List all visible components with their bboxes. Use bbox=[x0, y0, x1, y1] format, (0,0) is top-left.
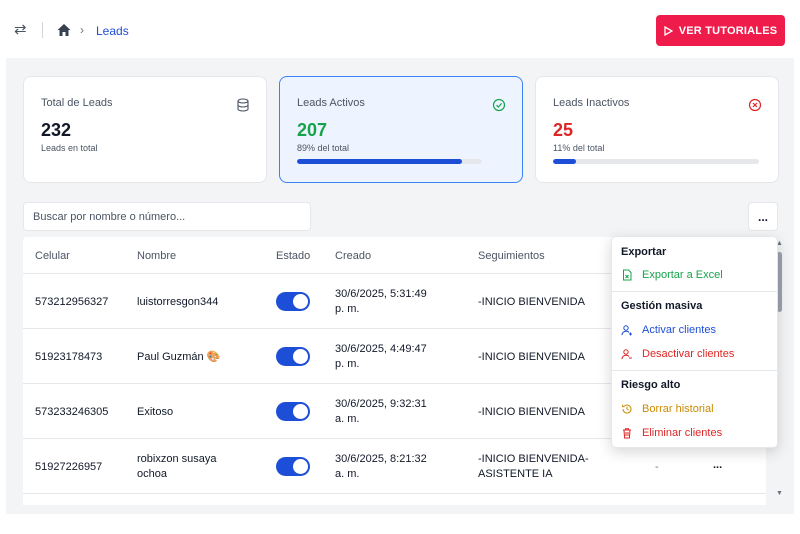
search-input[interactable] bbox=[23, 202, 311, 231]
scroll-down-icon[interactable]: ▼ bbox=[776, 490, 783, 497]
cell-seguimientos-line2: ASISTENTE IA bbox=[478, 468, 553, 480]
status-toggle[interactable] bbox=[276, 292, 310, 311]
card-subtitle: 89% del total bbox=[297, 143, 350, 153]
menu-item-clear-history[interactable]: Borrar historial bbox=[621, 403, 714, 415]
bottom-strip bbox=[0, 514, 800, 534]
top-bar: ⇄ › Leads VER TUTORIALES bbox=[0, 0, 800, 58]
cell-creado-suffix: p. m. bbox=[335, 303, 360, 315]
cell-celular: 573212956327 bbox=[35, 296, 109, 308]
card-title: Leads Inactivos bbox=[553, 97, 630, 109]
menu-section-bulk: Gestión masiva bbox=[621, 300, 703, 312]
tutorials-button-label: VER TUTORIALES bbox=[678, 24, 778, 37]
card-subtitle: Leads en total bbox=[41, 143, 98, 153]
table-header: Celular Nombre Estado Creado Seguimiento… bbox=[23, 237, 766, 274]
menu-item-label: Eliminar clientes bbox=[642, 427, 723, 439]
excel-file-icon bbox=[623, 269, 632, 281]
cell-nombre: Exitoso bbox=[137, 406, 174, 418]
cell-seguimientos: -INICIO BIENVENIDA bbox=[478, 351, 585, 363]
progress-fill bbox=[553, 159, 576, 164]
scrollbar-thumb[interactable] bbox=[777, 252, 782, 312]
trash-icon bbox=[623, 428, 631, 439]
progress-fill bbox=[297, 159, 462, 164]
menu-item-label: Exportar a Excel bbox=[642, 269, 723, 281]
menu-item-label: Desactivar clientes bbox=[642, 348, 735, 360]
column-header-celular[interactable]: Celular bbox=[35, 250, 70, 262]
card-title: Leads Activos bbox=[297, 97, 365, 109]
cell-celular: 51927226957 bbox=[35, 461, 103, 473]
tutorials-button[interactable]: VER TUTORIALES bbox=[656, 15, 785, 46]
table-row[interactable]: 51927226957 robixzon susaya ochoa 30/6/2… bbox=[23, 439, 766, 494]
cell-extra: - bbox=[655, 461, 659, 473]
cell-seguimientos: -INICIO BIENVENIDA- bbox=[478, 453, 589, 465]
table-row[interactable]: 573233246305 Exitoso 30/6/2025, 9:32:31 … bbox=[23, 384, 766, 439]
card-value: 25 bbox=[553, 120, 574, 140]
swap-arrows-icon[interactable]: ⇄ bbox=[14, 21, 27, 38]
row-more-button[interactable]: ... bbox=[713, 459, 723, 471]
cell-seguimientos: -INICIO BIENVENIDA bbox=[478, 406, 585, 418]
toggle-knob bbox=[293, 349, 308, 364]
scrollbar-track[interactable] bbox=[775, 238, 783, 502]
cell-creado-suffix: p. m. bbox=[335, 358, 360, 370]
check-circle-icon bbox=[492, 98, 506, 112]
more-options-button[interactable]: ... bbox=[748, 202, 778, 231]
menu-divider bbox=[612, 370, 777, 371]
status-toggle[interactable] bbox=[276, 347, 310, 366]
menu-item-label: Activar clientes bbox=[642, 324, 716, 336]
toggle-knob bbox=[293, 294, 308, 309]
card-total-leads: Total de Leads 232 Leads en total bbox=[23, 76, 267, 183]
card-subtitle: 11% del total bbox=[553, 143, 605, 153]
column-header-creado[interactable]: Creado bbox=[335, 250, 372, 262]
database-icon bbox=[237, 98, 249, 112]
chevron-right-icon: › bbox=[80, 23, 84, 37]
cell-creado: 30/6/2025, 5:31:49 bbox=[335, 288, 427, 300]
toggle-knob bbox=[293, 459, 308, 474]
status-toggle[interactable] bbox=[276, 402, 310, 421]
progress-bar bbox=[297, 159, 482, 164]
table-row[interactable]: 573212956327 luistorresgon344 30/6/2025,… bbox=[23, 274, 766, 329]
status-toggle[interactable] bbox=[276, 457, 310, 476]
scroll-up-icon[interactable]: ▲ bbox=[776, 240, 783, 247]
divider bbox=[42, 22, 43, 38]
menu-section-high-risk: Riesgo alto bbox=[621, 379, 681, 391]
menu-item-deactivate-clients[interactable]: Desactivar clientes bbox=[621, 348, 734, 360]
cell-creado: 30/6/2025, 8:21:32 bbox=[335, 453, 427, 465]
cell-nombre: Paul Guzmán 🎨 bbox=[137, 351, 221, 363]
toggle-knob bbox=[293, 404, 308, 419]
x-circle-icon bbox=[748, 98, 762, 112]
cell-nombre: robixzon susaya bbox=[137, 453, 217, 465]
menu-item-activate-clients[interactable]: Activar clientes bbox=[621, 324, 716, 336]
card-active-leads: Leads Activos 207 89% del total bbox=[279, 76, 523, 183]
cell-nombre-line2: ochoa bbox=[137, 468, 167, 480]
card-title: Total de Leads bbox=[41, 97, 113, 109]
cell-celular: 573233246305 bbox=[35, 406, 109, 418]
menu-divider bbox=[612, 291, 777, 292]
column-header-nombre[interactable]: Nombre bbox=[137, 250, 177, 262]
cell-creado: 30/6/2025, 4:49:47 bbox=[335, 343, 427, 355]
history-icon bbox=[622, 404, 632, 414]
progress-bar bbox=[553, 159, 759, 164]
column-header-estado[interactable]: Estado bbox=[276, 250, 311, 262]
cell-seguimientos: -INICIO BIENVENIDA bbox=[478, 296, 585, 308]
home-icon[interactable] bbox=[56, 22, 72, 38]
menu-item-delete-clients[interactable]: Eliminar clientes bbox=[621, 427, 722, 439]
cell-creado-suffix: a. m. bbox=[335, 468, 360, 480]
cell-nombre: luistorresgon344 bbox=[137, 296, 219, 308]
breadcrumb-current[interactable]: Leads bbox=[96, 24, 129, 38]
card-value: 207 bbox=[297, 120, 328, 140]
card-inactive-leads: Leads Inactivos 25 11% del total bbox=[535, 76, 779, 183]
menu-item-export-excel[interactable]: Exportar a Excel bbox=[621, 269, 723, 281]
cell-creado-suffix: a. m. bbox=[335, 413, 360, 425]
play-icon bbox=[664, 25, 673, 36]
user-add-icon bbox=[621, 325, 632, 336]
cell-celular: 51923178473 bbox=[35, 351, 103, 363]
table-row[interactable]: 51923178473 Paul Guzmán 🎨 30/6/2025, 4:4… bbox=[23, 329, 766, 384]
column-header-seguimientos[interactable]: Seguimientos bbox=[478, 250, 545, 262]
cell-creado: 30/6/2025, 9:32:31 bbox=[335, 398, 427, 410]
menu-section-export: Exportar bbox=[621, 246, 667, 258]
card-value: 232 bbox=[41, 120, 72, 140]
user-remove-icon bbox=[621, 349, 632, 360]
menu-item-label: Borrar historial bbox=[642, 403, 714, 415]
more-options-menu: Exportar Exportar a Excel Gestión masiva… bbox=[611, 236, 778, 448]
